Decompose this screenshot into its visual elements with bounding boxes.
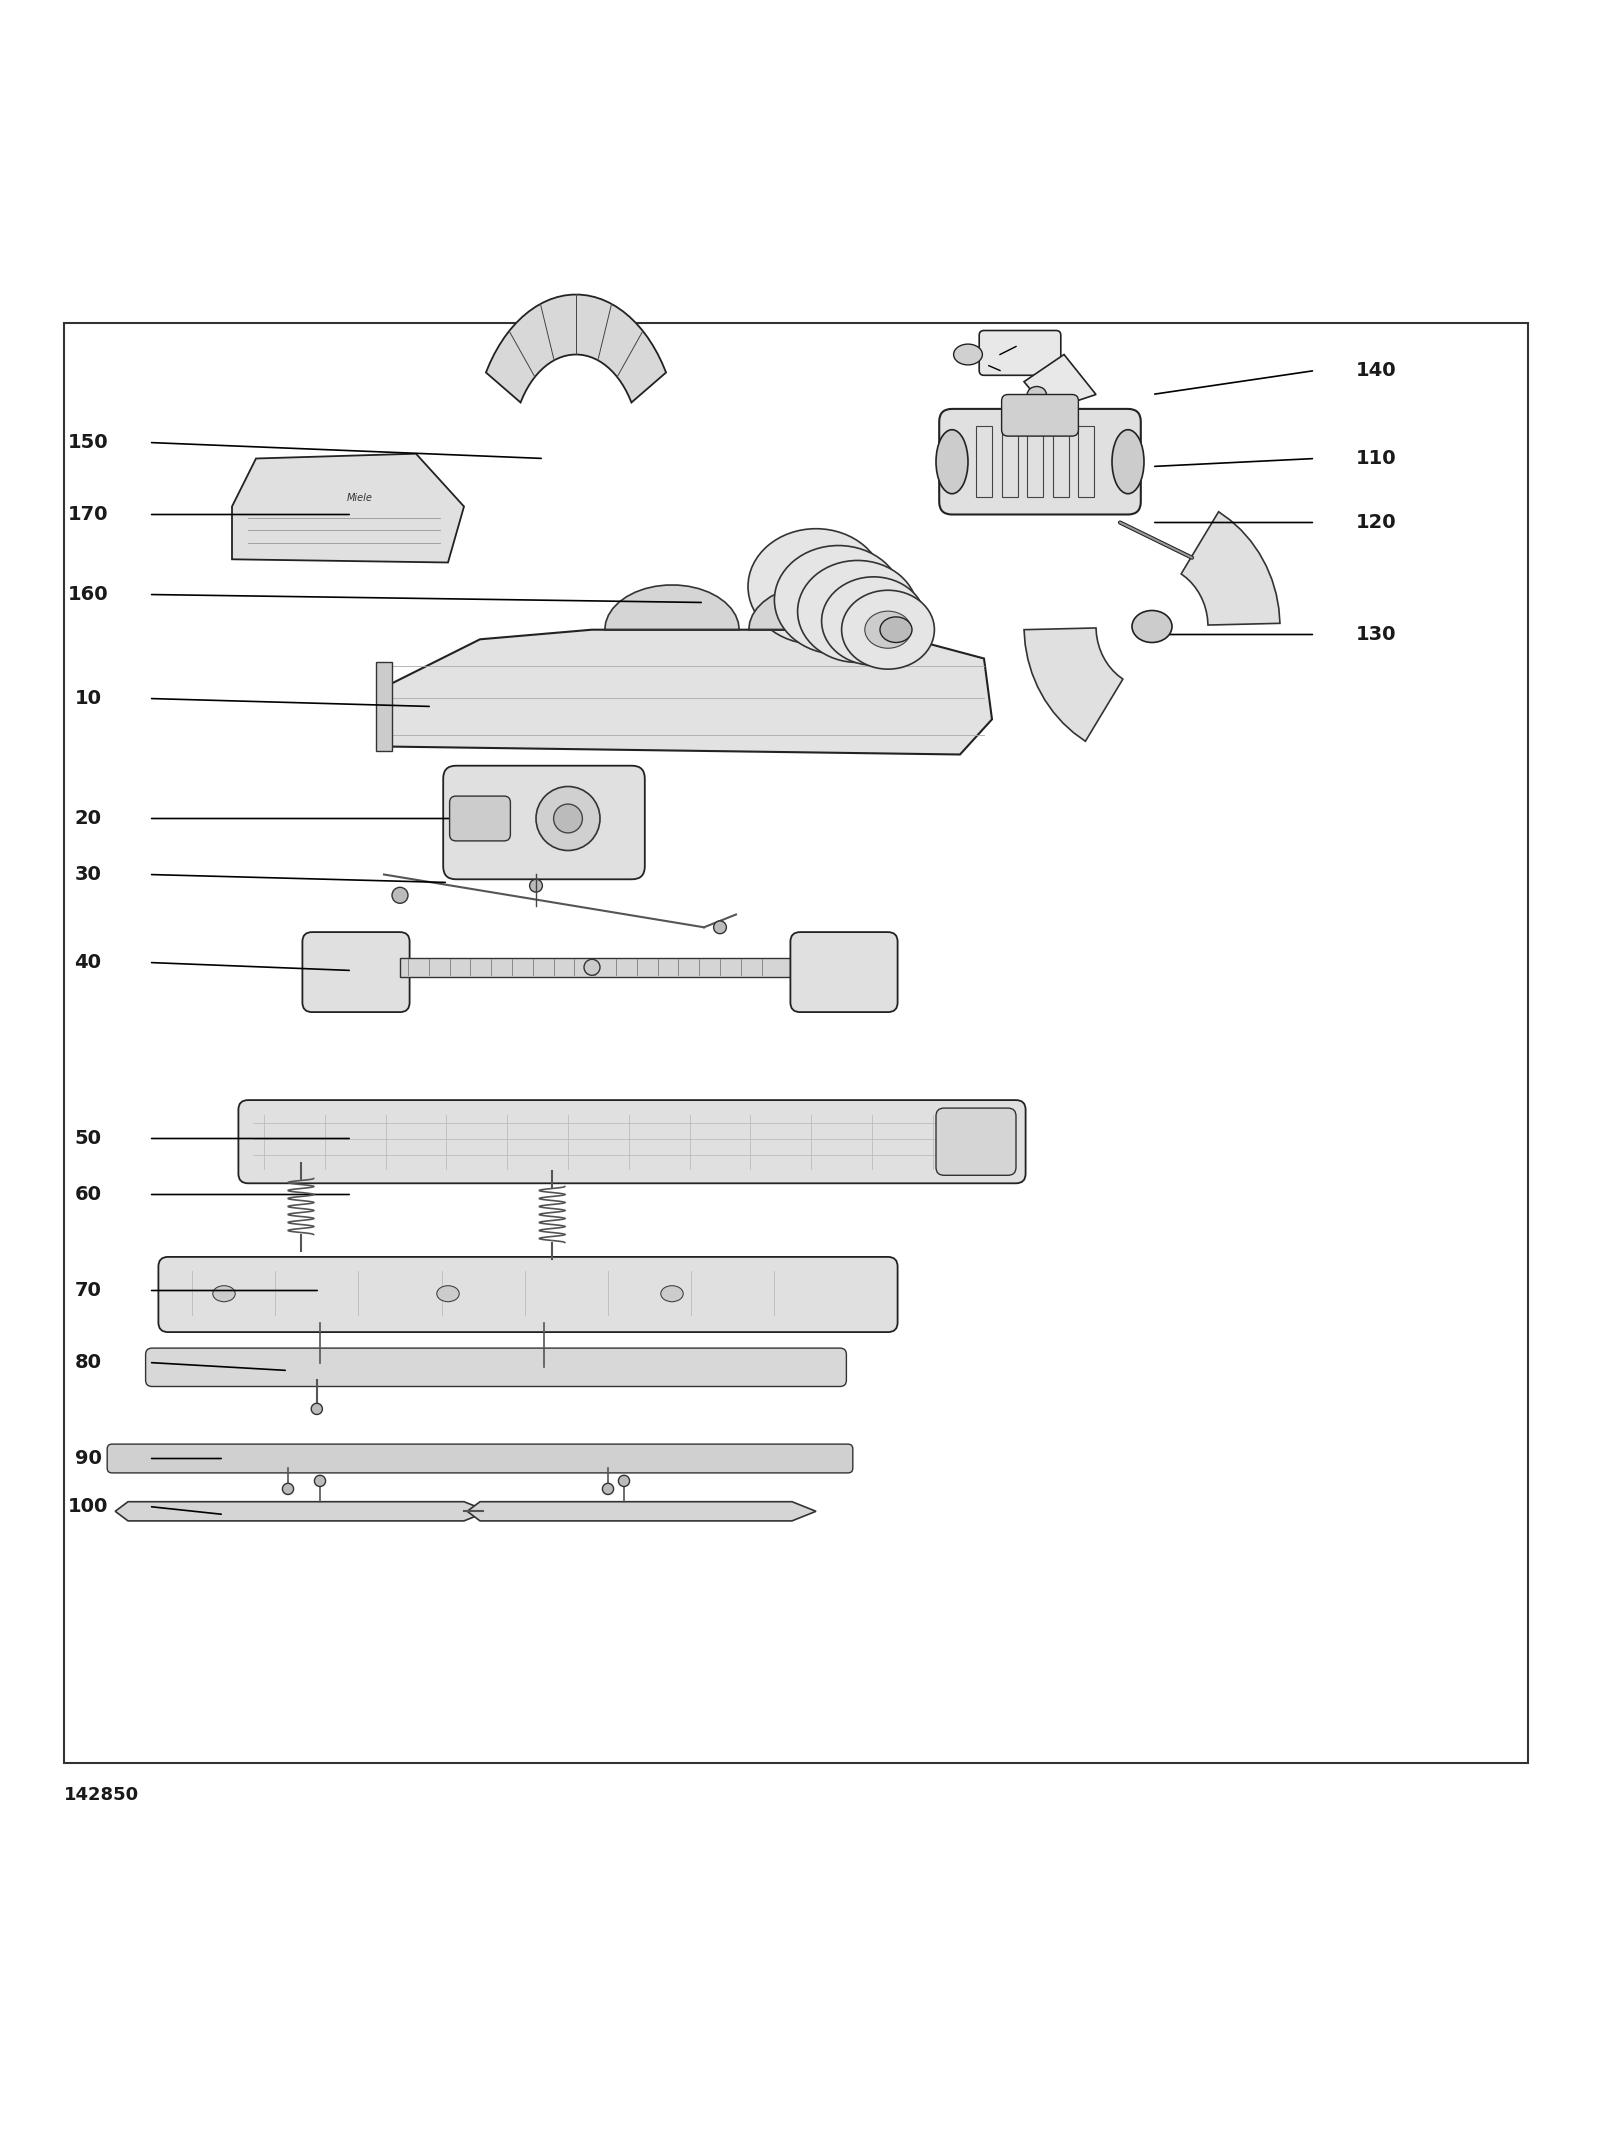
Bar [1053, 427, 1069, 497]
Polygon shape [384, 629, 992, 755]
Ellipse shape [602, 1482, 614, 1495]
Bar [976, 427, 992, 497]
Ellipse shape [848, 599, 899, 642]
Text: 50: 50 [75, 1128, 101, 1148]
Ellipse shape [282, 1482, 294, 1495]
Bar [376, 661, 392, 751]
Ellipse shape [213, 1286, 235, 1301]
Polygon shape [232, 454, 464, 563]
Bar [1027, 427, 1043, 497]
Ellipse shape [530, 879, 542, 892]
Ellipse shape [437, 1286, 459, 1301]
Polygon shape [1024, 627, 1123, 742]
FancyBboxPatch shape [939, 410, 1141, 514]
Ellipse shape [314, 1476, 326, 1487]
Ellipse shape [392, 887, 408, 902]
Text: 20: 20 [75, 808, 101, 828]
Polygon shape [1181, 512, 1280, 625]
Ellipse shape [936, 429, 968, 493]
Ellipse shape [782, 559, 850, 614]
Text: 30: 30 [75, 866, 101, 883]
Ellipse shape [866, 612, 912, 648]
FancyBboxPatch shape [443, 766, 645, 879]
Ellipse shape [1027, 386, 1046, 403]
FancyBboxPatch shape [302, 932, 410, 1011]
Text: 140: 140 [1355, 360, 1397, 380]
Text: 110: 110 [1355, 450, 1397, 467]
Polygon shape [1024, 354, 1096, 410]
FancyBboxPatch shape [936, 1109, 1016, 1175]
FancyBboxPatch shape [107, 1444, 853, 1474]
FancyBboxPatch shape [1002, 395, 1078, 435]
Ellipse shape [822, 576, 925, 665]
Polygon shape [115, 1502, 488, 1521]
Text: 142850: 142850 [64, 1785, 139, 1805]
Ellipse shape [842, 591, 934, 670]
Ellipse shape [1112, 429, 1144, 493]
Text: 170: 170 [67, 506, 109, 525]
Text: 10: 10 [75, 689, 101, 708]
Ellipse shape [806, 574, 870, 625]
Ellipse shape [749, 529, 883, 644]
Ellipse shape [827, 587, 888, 636]
Bar [64, 322, 1528, 1762]
Text: 70: 70 [75, 1282, 101, 1299]
Text: 150: 150 [67, 433, 109, 452]
Text: Miele: Miele [347, 493, 373, 503]
Text: 60: 60 [75, 1186, 101, 1203]
Ellipse shape [797, 561, 918, 663]
Ellipse shape [536, 787, 600, 851]
Polygon shape [749, 584, 883, 629]
Ellipse shape [774, 546, 902, 655]
FancyBboxPatch shape [158, 1256, 898, 1333]
Text: 160: 160 [67, 584, 109, 604]
Ellipse shape [954, 343, 982, 365]
Text: 130: 130 [1355, 625, 1397, 644]
Ellipse shape [714, 921, 726, 934]
FancyBboxPatch shape [146, 1348, 846, 1386]
Ellipse shape [661, 1286, 683, 1301]
Text: 40: 40 [75, 953, 101, 973]
Text: 100: 100 [67, 1497, 109, 1517]
FancyBboxPatch shape [238, 1101, 1026, 1184]
Bar [400, 958, 800, 977]
Ellipse shape [880, 616, 912, 642]
Ellipse shape [584, 960, 600, 975]
Polygon shape [467, 1502, 816, 1521]
FancyBboxPatch shape [790, 932, 898, 1011]
Bar [1078, 427, 1094, 497]
Text: 80: 80 [75, 1352, 101, 1372]
Ellipse shape [1133, 610, 1171, 642]
FancyBboxPatch shape [450, 796, 510, 840]
Text: 90: 90 [75, 1448, 101, 1468]
Bar [1002, 427, 1018, 497]
Text: 120: 120 [1355, 514, 1397, 531]
Polygon shape [605, 584, 739, 629]
Ellipse shape [618, 1476, 630, 1487]
Polygon shape [486, 294, 666, 403]
FancyBboxPatch shape [979, 331, 1061, 375]
Ellipse shape [310, 1404, 323, 1414]
Ellipse shape [554, 804, 582, 832]
